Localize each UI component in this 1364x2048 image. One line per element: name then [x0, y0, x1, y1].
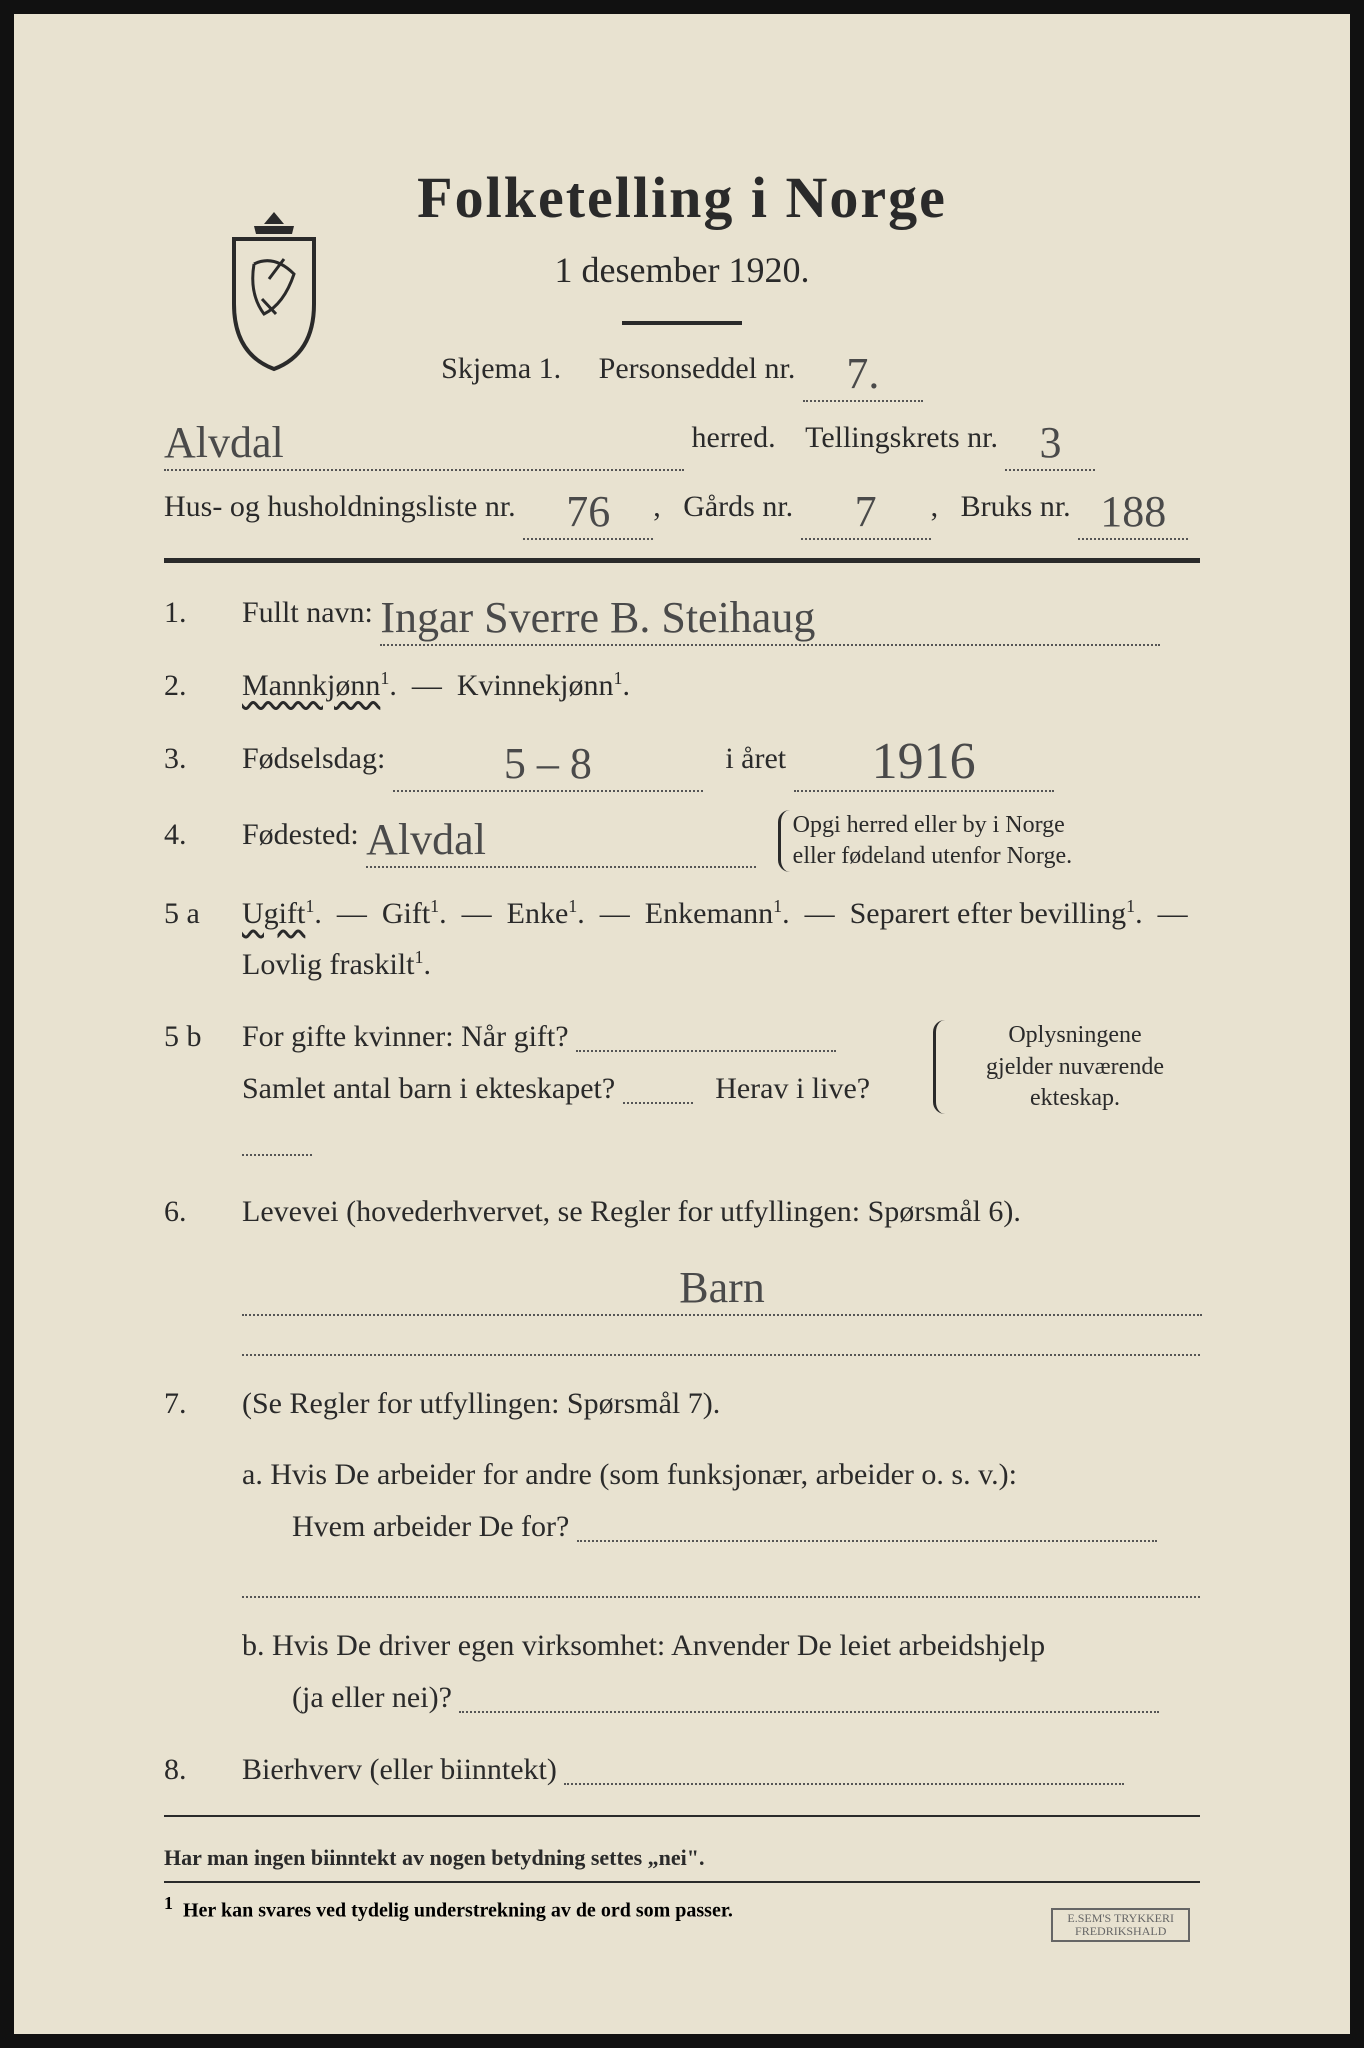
q1-label: Fullt navn: [242, 596, 373, 629]
q4-note1: Opgi herred eller by i Norge [793, 812, 1065, 838]
q1: 1. Fullt navn: Ingar Sverre B. Steihaug [164, 587, 1200, 640]
rule-bottom [164, 1815, 1200, 1817]
coat-of-arms-icon [214, 204, 334, 374]
q4: 4. Fødested: Alvdal Opgi herred eller by… [164, 806, 1200, 868]
q6-blank-line [242, 1322, 1200, 1356]
q2-kvinne: Kvinnekjønn [457, 669, 614, 702]
q7a: a. Hvis De arbeider for andre (som funks… [242, 1449, 1200, 1552]
q5a-s1: 1 [305, 896, 314, 916]
skjema-label: Skjema 1. [441, 352, 561, 385]
q5b-note2: gjelder nuværende [986, 1054, 1164, 1080]
q4-label: Fødested: [242, 818, 359, 851]
q5a-s3: 1 [568, 896, 577, 916]
q7-num: 7. [164, 1387, 242, 1421]
q4-num: 4. [164, 818, 242, 852]
q2-sup2: 1 [613, 668, 622, 688]
q2-num: 2. [164, 669, 242, 703]
q5b-note3: ekteskap. [1030, 1085, 1120, 1111]
q8: 8. Bierhverv (eller biinntekt) [164, 1743, 1200, 1795]
q7a-sub: Hvem arbeider De for? [292, 1510, 569, 1543]
q6-num: 6. [164, 1195, 242, 1229]
q3: 3. Fødselsdag: 5 – 8 i året 1916 [164, 731, 1200, 786]
q5a: 5 a Ugift1. — Gift1. — Enke1. — Enkemann… [164, 888, 1200, 990]
q5b: 5 b Oplysningene gjelder nuværende ektes… [164, 1010, 1200, 1166]
rule-top [164, 558, 1200, 563]
q3-num: 3. [164, 742, 242, 776]
bruks-value: 188 [1100, 494, 1166, 529]
q7b: b. Hvis De driver egen virksomhet: Anven… [242, 1620, 1200, 1723]
footer-note1: Har man ingen biinntekt av nogen betydni… [164, 1845, 1200, 1871]
q6-value: Barn [679, 1270, 765, 1305]
q7a-label: a. Hvis De arbeider for andre (som funks… [242, 1458, 1017, 1491]
q6-label: Levevei (hovederhvervet, se Regler for u… [242, 1195, 1021, 1228]
q2-mann: Mannkjønn [242, 669, 380, 702]
stamp-line2: FREDRIKSHALD [1075, 1924, 1166, 1938]
herred-line: Alvdal herred. Tellingskrets nr. 3 [164, 412, 1200, 465]
q3-year: 1916 [872, 741, 976, 783]
q5b-num: 5 b [164, 1020, 242, 1054]
bruks-label: Bruks nr. [961, 490, 1071, 523]
q5a-fraskilt: Lovlig fraskilt [242, 948, 414, 981]
personseddel-label: Personseddel nr. [599, 352, 796, 385]
q2: 2. Mannkjønn1. — Kvinnekjønn1. [164, 660, 1200, 711]
stamp-line1: E.SEM'S TRYKKERI [1067, 1911, 1174, 1925]
q5b-label: For gifte kvinner: Når gift? [242, 1020, 569, 1053]
tellingskrets-value: 3 [1039, 425, 1061, 460]
footer-sup: 1 [164, 1893, 173, 1913]
q7-label: (Se Regler for utfyllingen: Spørsmål 7). [242, 1387, 720, 1420]
q7a-blank [242, 1564, 1200, 1598]
q3-label: Fødselsdag: [242, 742, 385, 775]
footer-note2: 1 Her kan svares ved tydelig understrekn… [164, 1893, 1200, 1923]
q5a-enkemann: Enkemann [645, 897, 773, 930]
personseddel-value: 7. [846, 356, 879, 391]
q5b-note: Oplysningene gjelder nuværende ekteskap. [933, 1020, 1200, 1114]
q5a-s2: 1 [430, 896, 439, 916]
q4-note: Opgi herred eller by i Norge eller fødel… [778, 810, 1072, 872]
q7: 7. (Se Regler for utfyllingen: Spørsmål … [164, 1378, 1200, 1429]
q5a-ugift: Ugift [242, 897, 305, 930]
q1-num: 1. [164, 596, 242, 630]
census-form-page: Folketelling i Norge 1 desember 1920. Sk… [0, 0, 1364, 2048]
q8-label: Bierhverv (eller biinntekt) [242, 1753, 557, 1786]
herred-value: Alvdal [164, 425, 284, 460]
q5a-num: 5 a [164, 897, 242, 931]
herred-label: herred. [692, 421, 776, 454]
husliste-line: Hus- og husholdningsliste nr. 76, Gårds … [164, 481, 1200, 534]
rule-foot [164, 1881, 1200, 1883]
q5a-s6: 1 [414, 947, 423, 967]
tellingskrets-label: Tellingskrets nr. [805, 421, 998, 454]
q3-year-label: i året [725, 742, 786, 775]
q7b-label: b. Hvis De driver egen virksomhet: Anven… [242, 1629, 1045, 1662]
q5a-s5: 1 [1126, 896, 1135, 916]
husliste-label: Hus- og husholdningsliste nr. [164, 490, 516, 523]
q6: 6. Levevei (hovederhvervet, se Regler fo… [164, 1186, 1200, 1237]
gards-label: Gårds nr. [683, 490, 793, 523]
q4-note2: eller fødeland utenfor Norge. [793, 843, 1072, 869]
q5a-gift: Gift [382, 897, 430, 930]
q5b-note1: Oplysningene [1008, 1022, 1141, 1048]
q5a-enke: Enke [507, 897, 569, 930]
q6-value-line: Barn [242, 1257, 1200, 1310]
q5b-herav-label: Herav i live? [715, 1072, 870, 1105]
printer-stamp: E.SEM'S TRYKKERI FREDRIKSHALD [1051, 1908, 1190, 1942]
q1-value: Ingar Sverre B. Steihaug [380, 600, 815, 635]
husliste-value: 76 [566, 494, 610, 529]
footer-note2-text: Her kan svares ved tydelig understreknin… [183, 1900, 733, 1922]
q5a-s4: 1 [773, 896, 782, 916]
q5b-barn-label: Samlet antal barn i ekteskapet? [242, 1072, 615, 1105]
title-rule [622, 321, 742, 325]
q5a-separert: Separert efter bevilling [850, 897, 1127, 930]
q7b-sub: (ja eller nei)? [292, 1681, 452, 1714]
q4-value: Alvdal [366, 822, 486, 857]
q8-num: 8. [164, 1753, 242, 1787]
q3-day: 5 – 8 [504, 746, 592, 781]
q2-sup1: 1 [380, 668, 389, 688]
gards-value: 7 [855, 494, 877, 529]
